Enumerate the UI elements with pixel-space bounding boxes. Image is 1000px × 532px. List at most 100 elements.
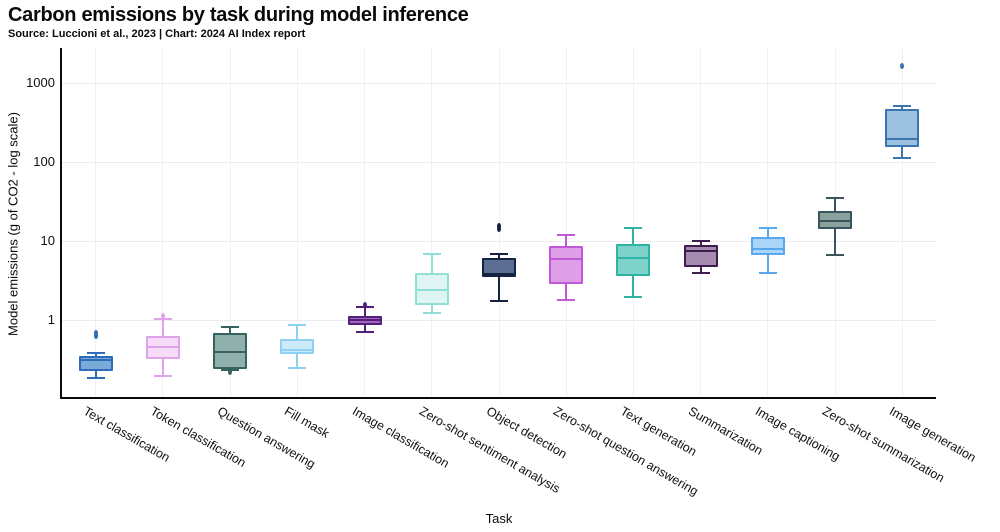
whisker-cap	[153, 374, 172, 377]
box-summarization	[683, 244, 718, 267]
vertical-gridline	[162, 48, 164, 397]
whisker-line	[363, 324, 366, 333]
whisker-line	[296, 324, 299, 340]
y-axis-line	[60, 48, 62, 399]
chart-subtitle: Source: Luccioni et al., 2023 | Chart: 2…	[8, 28, 306, 40]
whisker-line	[498, 254, 500, 258]
whisker-line	[901, 106, 904, 110]
box-text-generation	[616, 244, 651, 277]
box-image-generation	[885, 109, 920, 148]
whisker-cap	[624, 295, 643, 298]
whisker-line	[94, 352, 97, 356]
box-object-detection	[482, 257, 516, 277]
whisker-cap	[490, 253, 508, 256]
median-line	[549, 258, 584, 261]
whisker-line	[766, 227, 769, 238]
chart-title: Carbon emissions by task during model in…	[8, 4, 469, 26]
whisker-line	[901, 147, 904, 159]
vertical-gridline	[632, 48, 634, 397]
vertical-gridline	[498, 48, 500, 397]
box-zero-shot-sentiment-analysis	[414, 273, 449, 305]
median-line	[482, 273, 516, 276]
box-question-answering	[213, 332, 248, 369]
whisker-cap	[893, 157, 912, 160]
vertical-gridline	[364, 48, 366, 397]
outlier-dot	[228, 368, 233, 375]
whisker-cap	[221, 325, 240, 328]
median-line	[414, 289, 449, 292]
y-tick-label: 100	[33, 154, 55, 170]
median-line	[213, 350, 248, 353]
vertical-gridline	[767, 48, 769, 397]
whisker-cap	[691, 240, 710, 243]
whisker-line	[565, 235, 568, 247]
y-tick-label: 1000	[26, 75, 55, 91]
median-line	[280, 348, 315, 351]
vertical-gridline	[565, 48, 567, 397]
whisker-cap	[86, 351, 105, 354]
whisker-cap	[490, 300, 508, 303]
whisker-cap	[557, 299, 576, 302]
whisker-cap	[288, 323, 307, 326]
whisker-line	[430, 304, 433, 313]
whisker-cap	[826, 254, 845, 257]
outlier-dot	[93, 333, 98, 340]
whisker-line	[834, 198, 837, 211]
x-axis-title: Task	[485, 511, 513, 526]
whisker-line	[766, 255, 769, 273]
median-line	[885, 138, 920, 141]
whisker-line	[296, 353, 299, 369]
vertical-gridline	[229, 48, 231, 397]
box-image-captioning	[750, 237, 785, 256]
vertical-gridline	[901, 48, 903, 397]
whisker-line	[699, 266, 702, 273]
whisker-line	[363, 307, 366, 316]
outlier-dot	[497, 223, 501, 230]
median-line	[347, 319, 382, 322]
x-axis-line	[60, 397, 936, 399]
whisker-cap	[557, 234, 576, 237]
x-tick-label: Summarization	[685, 404, 765, 458]
whisker-line	[430, 254, 433, 274]
whisker-line	[498, 276, 500, 302]
median-line	[78, 358, 113, 361]
whisker-cap	[893, 105, 912, 108]
y-tick-label: 1	[47, 312, 55, 328]
outlier-dot	[900, 62, 905, 69]
whisker-cap	[624, 227, 643, 230]
box-fill-mask	[280, 339, 315, 354]
whisker-cap	[422, 311, 441, 314]
y-tick-label: 10	[40, 233, 55, 249]
whisker-line	[565, 283, 568, 301]
whisker-cap	[288, 367, 307, 370]
vertical-gridline	[431, 48, 433, 397]
whisker-cap	[422, 253, 441, 256]
whisker-line	[229, 326, 232, 333]
outlier-dot	[93, 330, 98, 337]
whisker-cap	[826, 197, 845, 200]
vertical-gridline	[95, 48, 97, 397]
outlier-dot	[160, 312, 165, 319]
median-line	[616, 256, 651, 259]
median-line	[750, 248, 785, 251]
vertical-gridline	[296, 48, 298, 397]
median-line	[145, 346, 180, 349]
median-line	[818, 219, 853, 222]
whisker-line	[94, 371, 97, 378]
x-tick-label: Fill mask	[282, 404, 333, 441]
x-tick-label: Zero-shot summarization	[820, 404, 947, 486]
box-zero-shot-question-answering	[549, 246, 584, 284]
whisker-line	[632, 228, 635, 245]
whisker-line	[161, 358, 164, 376]
whisker-line	[834, 229, 837, 256]
whisker-line	[632, 276, 635, 297]
whisker-cap	[758, 226, 777, 229]
outlier-dot	[362, 302, 367, 309]
whisker-cap	[153, 317, 172, 320]
median-line	[683, 249, 718, 252]
whisker-line	[699, 241, 702, 245]
whisker-cap	[758, 271, 777, 274]
whisker-cap	[355, 331, 374, 334]
whisker-cap	[691, 271, 710, 274]
